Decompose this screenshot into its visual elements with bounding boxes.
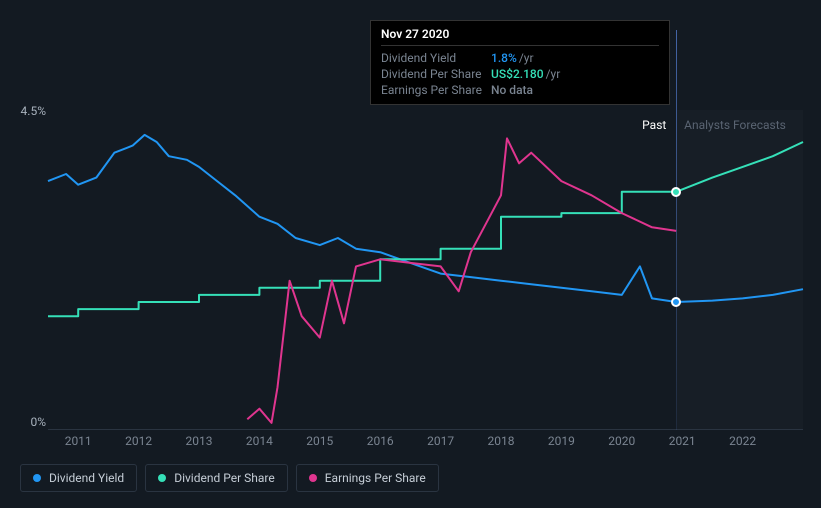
tooltip-label: Earnings Per Share xyxy=(381,83,491,97)
forecast-label: Analysts Forecasts xyxy=(684,118,786,132)
x-tick-label: 2013 xyxy=(186,434,213,448)
tooltip: Nov 27 2020 Dividend Yield1.8%/yrDividen… xyxy=(370,20,670,105)
tooltip-date: Nov 27 2020 xyxy=(381,27,659,46)
chart-svg xyxy=(48,110,803,430)
legend-dot xyxy=(158,474,166,482)
x-tick-label: 2016 xyxy=(367,434,394,448)
x-tick-label: 2014 xyxy=(246,434,273,448)
x-tick-label: 2019 xyxy=(548,434,575,448)
x-tick-label: 2011 xyxy=(65,434,92,448)
y-axis-max: 4.5% xyxy=(18,104,46,118)
legend-item[interactable]: Dividend Yield xyxy=(20,464,137,492)
tooltip-unit: /yr xyxy=(519,51,534,65)
legend-item[interactable]: Dividend Per Share xyxy=(145,464,288,492)
marker-dot xyxy=(671,297,681,307)
legend-label: Dividend Per Share xyxy=(174,471,275,485)
x-tick-label: 2020 xyxy=(608,434,635,448)
x-tick-label: 2021 xyxy=(669,434,696,448)
x-tick-label: 2022 xyxy=(729,434,756,448)
tooltip-row: Dividend Yield1.8%/yr xyxy=(381,50,659,66)
tooltip-row: Earnings Per ShareNo data xyxy=(381,82,659,98)
legend-label: Earnings Per Share xyxy=(325,471,426,485)
series-line xyxy=(247,138,676,423)
legend-item[interactable]: Earnings Per Share xyxy=(296,464,439,492)
y-axis-min: 0% xyxy=(18,415,46,429)
tooltip-label: Dividend Per Share xyxy=(381,67,491,81)
x-tick-label: 2015 xyxy=(306,434,333,448)
marker-dot xyxy=(671,187,681,197)
tooltip-value: 1.8% xyxy=(491,51,517,65)
series-line xyxy=(48,135,803,302)
legend-label: Dividend Yield xyxy=(49,471,124,485)
tooltip-value: US$2.180 xyxy=(491,67,544,81)
tooltip-value: No data xyxy=(491,83,533,97)
x-tick-label: 2018 xyxy=(488,434,515,448)
plot-area[interactable]: Past Analysts Forecasts xyxy=(48,110,803,430)
x-tick-label: 2017 xyxy=(427,434,454,448)
series-line xyxy=(48,142,803,316)
tooltip-label: Dividend Yield xyxy=(381,51,491,65)
past-label: Past xyxy=(642,118,666,132)
legend: Dividend Yield Dividend Per Share Earnings… xyxy=(20,464,439,492)
tooltip-unit: /yr xyxy=(546,67,561,81)
legend-dot xyxy=(33,474,41,482)
x-tick-label: 2012 xyxy=(125,434,152,448)
legend-dot xyxy=(309,474,317,482)
tooltip-row: Dividend Per ShareUS$2.180/yr xyxy=(381,66,659,82)
